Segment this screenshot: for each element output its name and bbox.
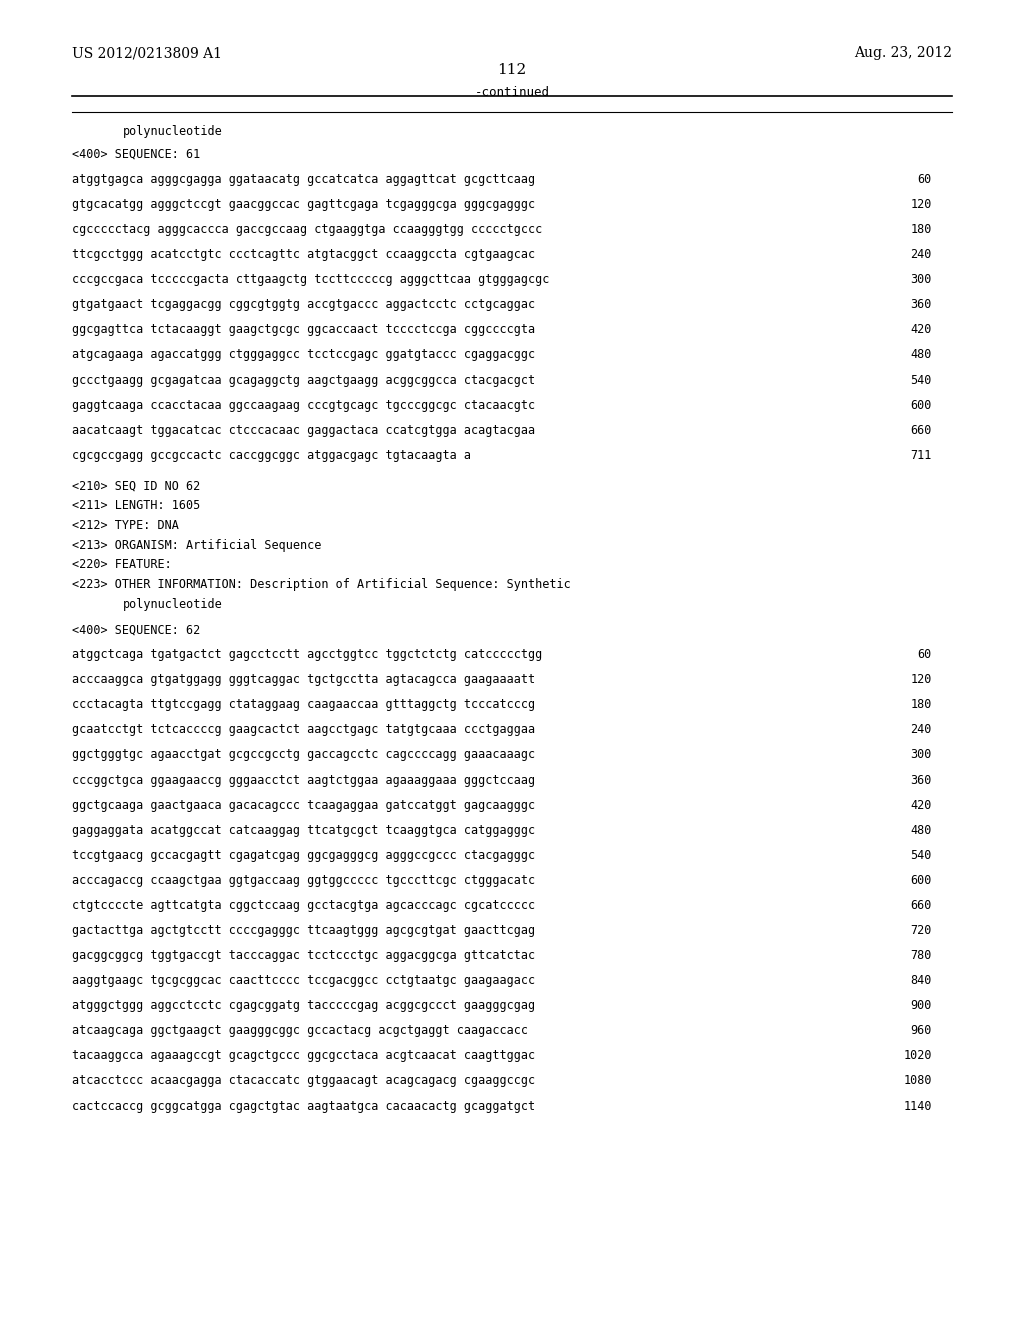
Text: <213> ORGANISM: Artificial Sequence: <213> ORGANISM: Artificial Sequence [72,539,322,552]
Text: 360: 360 [910,298,932,312]
Text: ggctgcaaga gaactgaaca gacacagccc tcaagaggaa gatccatggt gagcaagggc: ggctgcaaga gaactgaaca gacacagccc tcaagag… [72,799,535,812]
Text: 540: 540 [910,849,932,862]
Text: US 2012/0213809 A1: US 2012/0213809 A1 [72,46,221,61]
Text: 480: 480 [910,348,932,362]
Text: 112: 112 [498,63,526,78]
Text: gaggtcaaga ccacctacaa ggccaagaag cccgtgcagc tgcccggcgc ctacaacgtc: gaggtcaaga ccacctacaa ggccaagaag cccgtgc… [72,399,535,412]
Text: ggctgggtgc agaacctgat gcgccgcctg gaccagcctc cagccccagg gaaacaaagc: ggctgggtgc agaacctgat gcgccgcctg gaccagc… [72,748,535,762]
Text: 180: 180 [910,223,932,236]
Text: 180: 180 [910,698,932,711]
Text: atcaagcaga ggctgaagct gaagggcggc gccactacg acgctgaggt caagaccacc: atcaagcaga ggctgaagct gaagggcggc gccacta… [72,1024,527,1038]
Text: 780: 780 [910,949,932,962]
Text: 1080: 1080 [903,1074,932,1088]
Text: polynucleotide: polynucleotide [123,125,222,139]
Text: Aug. 23, 2012: Aug. 23, 2012 [854,46,952,61]
Text: 660: 660 [910,899,932,912]
Text: 900: 900 [910,999,932,1012]
Text: <210> SEQ ID NO 62: <210> SEQ ID NO 62 [72,479,200,492]
Text: 600: 600 [910,874,932,887]
Text: <212> TYPE: DNA: <212> TYPE: DNA [72,519,178,532]
Text: atggctcaga tgatgactct gagcctcctt agcctggtcc tggctctctg catccccctgg: atggctcaga tgatgactct gagcctcctt agcctgg… [72,648,542,661]
Text: gacggcggcg tggtgaccgt tacccaggac tcctccctgc aggacggcga gttcatctac: gacggcggcg tggtgaccgt tacccaggac tcctccc… [72,949,535,962]
Text: atgcagaaga agaccatggg ctgggaggcc tcctccgagc ggatgtaccc cgaggacggc: atgcagaaga agaccatggg ctgggaggcc tcctccg… [72,348,535,362]
Text: 120: 120 [910,198,932,211]
Text: 360: 360 [910,774,932,787]
Text: <211> LENGTH: 1605: <211> LENGTH: 1605 [72,499,200,512]
Text: 960: 960 [910,1024,932,1038]
Text: 240: 240 [910,723,932,737]
Text: 840: 840 [910,974,932,987]
Text: cccgccgaca tcccccgacta cttgaagctg tccttcccccg agggcttcaa gtgggagcgc: cccgccgaca tcccccgacta cttgaagctg tccttc… [72,273,549,286]
Text: -continued: -continued [474,86,550,99]
Text: <400> SEQUENCE: 62: <400> SEQUENCE: 62 [72,623,200,636]
Text: 300: 300 [910,748,932,762]
Text: 60: 60 [918,173,932,186]
Text: gaggaggata acatggccat catcaaggag ttcatgcgct tcaaggtgca catggagggc: gaggaggata acatggccat catcaaggag ttcatgc… [72,824,535,837]
Text: gtgatgaact tcgaggacgg cggcgtggtg accgtgaccc aggactcctc cctgcaggac: gtgatgaact tcgaggacgg cggcgtggtg accgtga… [72,298,535,312]
Text: atggtgagca agggcgagga ggataacatg gccatcatca aggagttcat gcgcttcaag: atggtgagca agggcgagga ggataacatg gccatca… [72,173,535,186]
Text: tacaaggcca agaaagccgt gcagctgccc ggcgcctaca acgtcaacat caagttggac: tacaaggcca agaaagccgt gcagctgccc ggcgcct… [72,1049,535,1063]
Text: <400> SEQUENCE: 61: <400> SEQUENCE: 61 [72,148,200,161]
Text: 1020: 1020 [903,1049,932,1063]
Text: cactccaccg gcggcatgga cgagctgtac aagtaatgca cacaacactg gcaggatgct: cactccaccg gcggcatgga cgagctgtac aagtaat… [72,1100,535,1113]
Text: cgccccctacg agggcaccca gaccgccaag ctgaaggtga ccaagggtgg ccccctgccc: cgccccctacg agggcaccca gaccgccaag ctgaag… [72,223,542,236]
Text: 120: 120 [910,673,932,686]
Text: 60: 60 [918,648,932,661]
Text: 1140: 1140 [903,1100,932,1113]
Text: 600: 600 [910,399,932,412]
Text: <223> OTHER INFORMATION: Description of Artificial Sequence: Synthetic: <223> OTHER INFORMATION: Description of … [72,578,570,591]
Text: gcaatcctgt tctcaccccg gaagcactct aagcctgagc tatgtgcaaa ccctgaggaa: gcaatcctgt tctcaccccg gaagcactct aagcctg… [72,723,535,737]
Text: tccgtgaacg gccacgagtt cgagatcgag ggcgagggcg agggccgccc ctacgagggc: tccgtgaacg gccacgagtt cgagatcgag ggcgagg… [72,849,535,862]
Text: polynucleotide: polynucleotide [123,598,222,611]
Text: 420: 420 [910,323,932,337]
Text: gtgcacatgg agggctccgt gaacggccac gagttcgaga tcgagggcga gggcgagggc: gtgcacatgg agggctccgt gaacggccac gagttcg… [72,198,535,211]
Text: aacatcaagt tggacatcac ctcccacaac gaggactaca ccatcgtgga acagtacgaa: aacatcaagt tggacatcac ctcccacaac gaggact… [72,424,535,437]
Text: 540: 540 [910,374,932,387]
Text: 420: 420 [910,799,932,812]
Text: ccctacagta ttgtccgagg ctataggaag caagaaccaa gtttaggctg tcccatcccg: ccctacagta ttgtccgagg ctataggaag caagaac… [72,698,535,711]
Text: acccagaccg ccaagctgaa ggtgaccaag ggtggccccc tgcccttcgc ctgggacatc: acccagaccg ccaagctgaa ggtgaccaag ggtggcc… [72,874,535,887]
Text: 720: 720 [910,924,932,937]
Text: <220> FEATURE:: <220> FEATURE: [72,558,171,572]
Text: atcacctccc acaacgagga ctacaccatc gtggaacagt acagcagacg cgaaggccgc: atcacctccc acaacgagga ctacaccatc gtggaac… [72,1074,535,1088]
Text: 240: 240 [910,248,932,261]
Text: ctgtccccte agttcatgta cggctccaag gcctacgtga agcacccagc cgcatccccc: ctgtccccte agttcatgta cggctccaag gcctacg… [72,899,535,912]
Text: cgcgccgagg gccgccactc caccggcggc atggacgagc tgtacaagta a: cgcgccgagg gccgccactc caccggcggc atggacg… [72,449,471,462]
Text: gccctgaagg gcgagatcaa gcagaggctg aagctgaagg acggcggcca ctacgacgct: gccctgaagg gcgagatcaa gcagaggctg aagctga… [72,374,535,387]
Text: 300: 300 [910,273,932,286]
Text: 660: 660 [910,424,932,437]
Text: ttcgcctggg acatcctgtc ccctcagttc atgtacggct ccaaggccta cgtgaagcac: ttcgcctggg acatcctgtc ccctcagttc atgtacg… [72,248,535,261]
Text: atgggctggg aggcctcctc cgagcggatg tacccccgag acggcgccct gaagggcgag: atgggctggg aggcctcctc cgagcggatg taccccc… [72,999,535,1012]
Text: aaggtgaagc tgcgcggcac caacttcccc tccgacggcc cctgtaatgc gaagaagacc: aaggtgaagc tgcgcggcac caacttcccc tccgacg… [72,974,535,987]
Text: cccggctgca ggaagaaccg gggaacctct aagtctggaa agaaaggaaa gggctccaag: cccggctgca ggaagaaccg gggaacctct aagtctg… [72,774,535,787]
Text: ggcgagttca tctacaaggt gaagctgcgc ggcaccaact tcccctccga cggccccgta: ggcgagttca tctacaaggt gaagctgcgc ggcacca… [72,323,535,337]
Text: 480: 480 [910,824,932,837]
Text: acccaaggca gtgatggagg gggtcaggac tgctgcctta agtacagcca gaagaaaatt: acccaaggca gtgatggagg gggtcaggac tgctgcc… [72,673,535,686]
Text: gactacttga agctgtcctt ccccgagggc ttcaagtggg agcgcgtgat gaacttcgag: gactacttga agctgtcctt ccccgagggc ttcaagt… [72,924,535,937]
Text: 711: 711 [910,449,932,462]
